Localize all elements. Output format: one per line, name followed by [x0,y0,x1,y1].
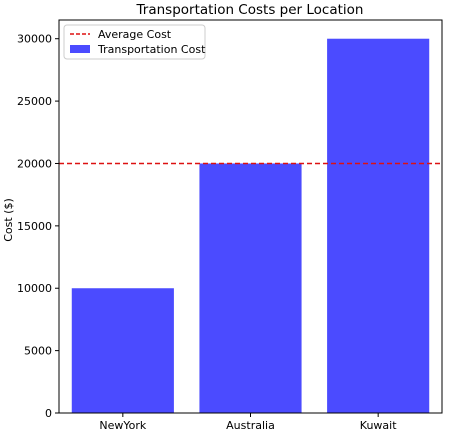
chart-title: Transportation Costs per Location [136,2,364,18]
y-tick-label: 25000 [17,95,52,108]
legend-average-label: Average Cost [98,28,172,41]
y-tick-label: 15000 [17,220,52,233]
y-tick-label: 5000 [24,345,52,358]
x-tick-label: Australia [226,419,275,432]
y-tick-label: 20000 [17,157,52,170]
x-tick-label: Kuwait [360,419,397,432]
plot-area: NewYork Australia Kuwait 0 5000 10000 15000 200… [17,19,443,432]
bar-newyork [71,288,174,413]
plot-frame [58,19,443,414]
bar-kuwait [327,38,430,413]
bar-australia [199,163,302,413]
y-tick-label: 0 [45,407,52,420]
legend-box [63,24,206,60]
legend-series-swatch [70,45,90,53]
x-tick-label: NewYork [99,419,147,432]
legend-series-label: Transportation Cost [97,43,206,56]
y-axis-label: Cost ($) [2,198,15,242]
legend: Average Cost Transportation Cost [63,24,206,60]
y-tick-label: 30000 [17,33,52,46]
y-tick-label: 10000 [17,282,52,295]
